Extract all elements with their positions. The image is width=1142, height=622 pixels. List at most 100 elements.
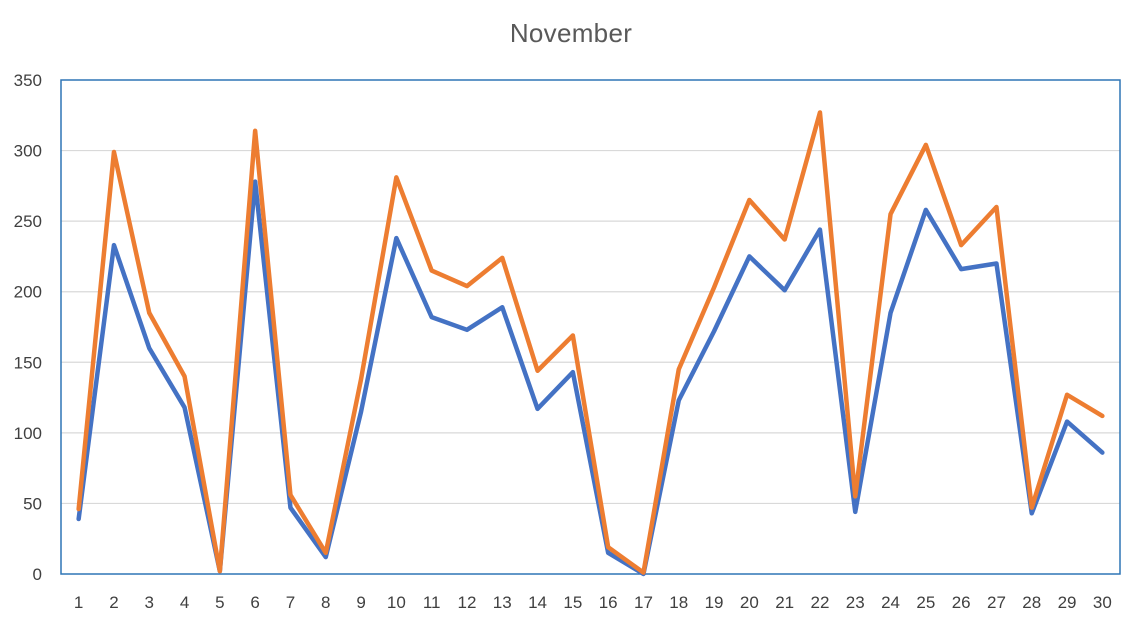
data-point	[994, 261, 998, 265]
data-point	[712, 329, 716, 333]
x-tick-label: 20	[740, 593, 759, 612]
data-point	[359, 377, 363, 381]
data-point	[324, 551, 328, 555]
data-point	[641, 571, 645, 575]
x-tick-label: 21	[775, 593, 794, 612]
data-point	[1100, 451, 1104, 455]
data-point	[147, 311, 151, 315]
data-point	[430, 315, 434, 319]
data-point	[747, 198, 751, 202]
data-point	[606, 545, 610, 549]
data-point	[500, 305, 504, 309]
series-line-1	[76, 179, 1105, 577]
x-tick-label: 28	[1022, 593, 1041, 612]
y-tick-label: 0	[33, 565, 42, 584]
data-point	[536, 369, 540, 373]
data-point	[853, 510, 857, 514]
data-point	[959, 267, 963, 271]
x-tick-label: 24	[881, 593, 900, 612]
y-tick-label: 250	[14, 212, 42, 231]
data-point	[536, 407, 540, 411]
y-tick-label: 150	[14, 353, 42, 372]
x-tick-label: 8	[321, 593, 330, 612]
data-point	[606, 551, 610, 555]
data-point	[959, 243, 963, 247]
data-point	[571, 333, 575, 337]
data-point	[889, 212, 893, 216]
data-point	[465, 328, 469, 332]
data-point	[394, 236, 398, 240]
x-tick-label: 27	[987, 593, 1006, 612]
data-point	[571, 370, 575, 374]
x-tick-label: 29	[1058, 593, 1077, 612]
y-tick-label: 350	[14, 71, 42, 90]
x-tick-label: 2	[109, 593, 118, 612]
data-point	[712, 285, 716, 289]
y-tick-label: 300	[14, 142, 42, 161]
data-point	[889, 311, 893, 315]
data-point	[1065, 420, 1069, 424]
data-point	[183, 374, 187, 378]
data-point	[394, 175, 398, 179]
data-point	[924, 143, 928, 147]
x-tick-label: 10	[387, 593, 406, 612]
data-point	[77, 507, 81, 511]
x-tick-label: 13	[493, 593, 512, 612]
data-point	[288, 506, 292, 510]
x-tick-label: 11	[423, 593, 441, 612]
x-tick-label: 30	[1093, 593, 1112, 612]
data-point	[1065, 393, 1069, 397]
y-tick-label: 200	[14, 283, 42, 302]
x-tick-label: 15	[563, 593, 582, 612]
data-point	[359, 410, 363, 414]
data-point	[818, 110, 822, 114]
x-tick-label: 6	[250, 593, 259, 612]
data-point	[1100, 414, 1104, 418]
data-point	[183, 405, 187, 409]
data-point	[147, 346, 151, 350]
data-point	[1030, 506, 1034, 510]
data-point	[253, 129, 257, 133]
data-point	[430, 269, 434, 273]
data-point	[924, 208, 928, 212]
data-point	[77, 517, 81, 521]
x-tick-label: 9	[356, 593, 365, 612]
x-tick-label: 19	[705, 593, 724, 612]
data-point	[253, 180, 257, 184]
data-point	[853, 494, 857, 498]
x-tick-label: 14	[528, 593, 547, 612]
data-point	[465, 284, 469, 288]
x-tick-label: 23	[846, 593, 865, 612]
x-tick-label: 18	[669, 593, 688, 612]
x-tick-label: 1	[74, 593, 83, 612]
data-point	[112, 243, 116, 247]
data-point	[324, 555, 328, 559]
x-tick-label: 3	[145, 593, 154, 612]
data-point	[818, 228, 822, 232]
x-tick-label: 26	[952, 593, 971, 612]
series-line-2	[76, 110, 1105, 575]
data-point	[783, 288, 787, 292]
x-tick-label: 22	[810, 593, 829, 612]
data-point	[1030, 511, 1034, 515]
data-point	[677, 367, 681, 371]
y-tick-label: 100	[14, 424, 42, 443]
y-tick-label: 50	[23, 494, 42, 513]
data-point	[747, 254, 751, 258]
x-tick-label: 4	[180, 593, 189, 612]
data-point	[112, 150, 116, 154]
data-point	[218, 569, 222, 573]
x-tick-label: 16	[599, 593, 618, 612]
x-tick-label: 25	[916, 593, 935, 612]
x-tick-label: 12	[457, 593, 476, 612]
x-tick-label: 7	[286, 593, 295, 612]
x-tick-label: 17	[634, 593, 653, 612]
data-point	[783, 237, 787, 241]
data-point	[500, 256, 504, 260]
x-tick-label: 5	[215, 593, 224, 612]
plot-area-border	[60, 79, 1121, 575]
data-point	[994, 205, 998, 209]
chart-title: November	[509, 18, 633, 48]
